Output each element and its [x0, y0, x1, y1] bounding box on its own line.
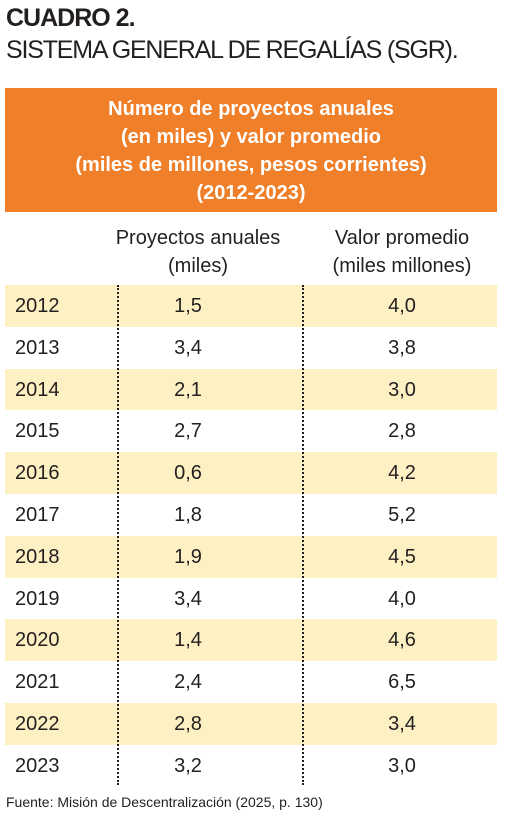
- header-line: (miles): [168, 255, 228, 277]
- table-row: 2014 2,1 3,0: [5, 368, 497, 411]
- value-cell: 2,4: [174, 671, 202, 694]
- caption-line: Número de proyectos anuales: [108, 98, 394, 120]
- header-line: Valor promedio: [334, 227, 470, 249]
- table-row: 2012 1,5 4,0: [5, 285, 497, 327]
- value-cell: 4,6: [388, 629, 416, 652]
- value-cell: 1,8: [174, 503, 202, 526]
- column-header: Valor promedio (miles millones): [312, 224, 492, 280]
- caption-line: (2012-2023): [196, 182, 306, 204]
- value-cell: 2,8: [388, 420, 416, 443]
- table-row: 2022 2,8 3,4: [5, 702, 497, 745]
- value-cell: 4,5: [388, 545, 416, 568]
- column-header: Proyectos anuales (miles): [98, 224, 298, 280]
- year-cell: 2014: [15, 378, 60, 401]
- table-row: 2013 3,4 3,8: [5, 327, 497, 369]
- value-cell: 1,9: [174, 545, 202, 568]
- subtitle: SISTEMA GENERAL DE REGALÍAS (SGR).: [6, 36, 459, 64]
- value-cell: 2,7: [174, 420, 202, 443]
- table-row: 2018 1,9 4,5: [5, 535, 497, 578]
- table-row: 2020 1,4 4,6: [5, 619, 497, 662]
- year-cell: 2015: [15, 420, 60, 443]
- header-line: (miles millones): [332, 255, 472, 277]
- caption-line: (en miles) y valor promedio: [120, 126, 382, 148]
- caption-line: (miles de millones, pesos corrientes): [75, 154, 427, 176]
- table-body: 2012 1,5 4,0 2013 3,4 3,8 2014 2,1 3,0 2015 2,7 2,8…: [5, 285, 497, 787]
- value-cell: 0,6: [174, 462, 202, 485]
- title: CUADRO 2.: [6, 4, 136, 32]
- year-cell: 2018: [15, 545, 60, 568]
- table-row: 2021 2,4 6,5: [5, 661, 497, 703]
- year-cell: 2012: [15, 295, 60, 317]
- table-caption: Número de proyectos anuales (en miles) y…: [5, 88, 497, 212]
- table-row: 2017 1,8 5,2: [5, 494, 497, 536]
- divider: [302, 285, 304, 785]
- value-cell: 6,5: [388, 671, 416, 694]
- value-cell: 1,5: [174, 295, 202, 317]
- value-cell: 3,8: [388, 336, 416, 359]
- year-cell: 2019: [15, 587, 60, 610]
- header-line: Proyectos anuales: [115, 227, 281, 249]
- year-cell: 2016: [15, 462, 60, 485]
- value-cell: 5,2: [388, 503, 416, 526]
- year-cell: 2022: [15, 712, 60, 735]
- value-cell: 3,4: [174, 336, 202, 359]
- value-cell: 4,0: [388, 587, 416, 610]
- value-cell: 3,4: [174, 587, 202, 610]
- table-row: 2016 0,6 4,2: [5, 452, 497, 494]
- table-row: 2019 3,4 4,0: [5, 578, 497, 620]
- value-cell: 3,4: [388, 712, 416, 735]
- year-cell: 2020: [15, 629, 60, 652]
- value-cell: 4,2: [388, 462, 416, 485]
- value-cell: 1,4: [174, 629, 202, 652]
- table-row: 2015 2,7 2,8: [5, 410, 497, 452]
- value-cell: 2,8: [174, 712, 202, 735]
- year-cell: 2017: [15, 503, 60, 526]
- divider: [117, 285, 119, 785]
- value-cell: 3,0: [388, 754, 416, 777]
- year-cell: 2023: [15, 754, 60, 777]
- value-cell: 3,2: [174, 754, 202, 777]
- footer: Fuente: Misión de Descentralización (202…: [6, 794, 323, 810]
- year-cell: 2013: [15, 336, 60, 359]
- table-row: 2023 3,2 3,0: [5, 745, 497, 787]
- year-cell: 2021: [15, 671, 60, 694]
- value-cell: 2,1: [174, 378, 202, 401]
- value-cell: 4,0: [388, 295, 416, 317]
- value-cell: 3,0: [388, 378, 416, 401]
